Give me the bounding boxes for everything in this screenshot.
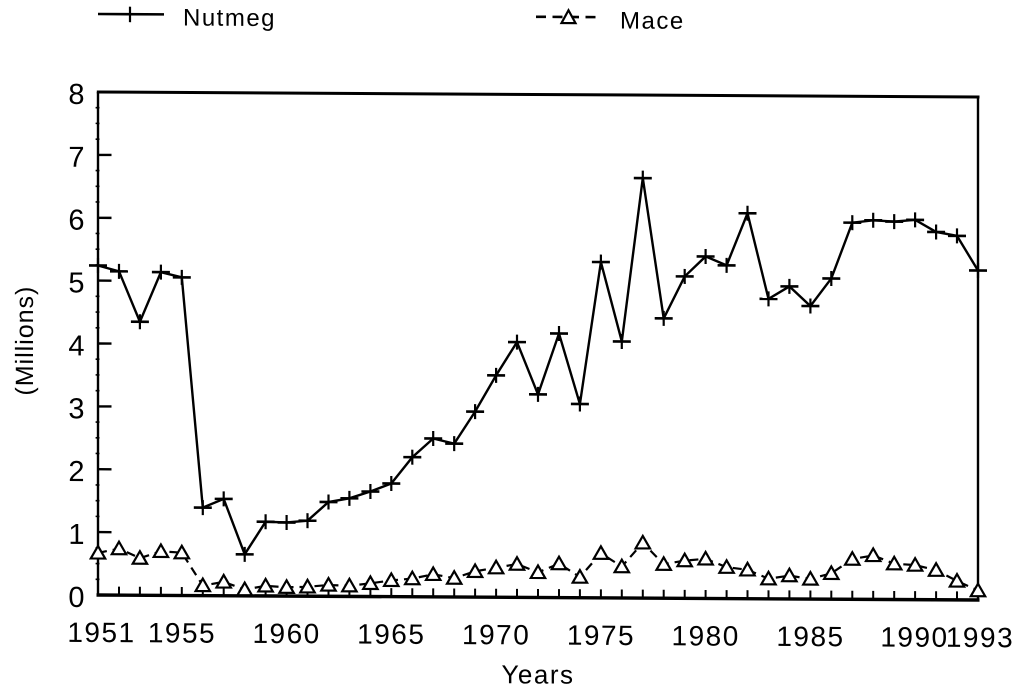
svg-text:1955: 1955 — [148, 617, 216, 648]
svg-text:4: 4 — [68, 330, 84, 362]
svg-text:7: 7 — [68, 142, 84, 174]
svg-text:Nutmeg: Nutmeg — [183, 4, 276, 32]
svg-text:8: 8 — [68, 79, 84, 111]
svg-text:3: 3 — [68, 393, 84, 425]
svg-text:0: 0 — [68, 582, 84, 614]
svg-text:1970: 1970 — [462, 619, 530, 650]
svg-text:6: 6 — [68, 205, 84, 237]
svg-text:Mace: Mace — [620, 7, 685, 34]
svg-text:5: 5 — [68, 267, 84, 299]
svg-text:(Millions): (Millions) — [11, 286, 39, 396]
svg-text:1: 1 — [68, 519, 84, 551]
svg-text:1965: 1965 — [357, 618, 425, 649]
svg-text:Years: Years — [501, 659, 574, 689]
svg-text:1985: 1985 — [776, 621, 844, 652]
svg-text:2: 2 — [68, 456, 84, 488]
svg-text:1975: 1975 — [567, 620, 635, 651]
svg-text:1960: 1960 — [252, 618, 320, 649]
svg-text:1980: 1980 — [672, 620, 740, 651]
svg-text:1951: 1951 — [67, 617, 135, 648]
svg-text:1993: 1993 — [946, 622, 1014, 653]
svg-text:1990: 1990 — [880, 621, 948, 652]
